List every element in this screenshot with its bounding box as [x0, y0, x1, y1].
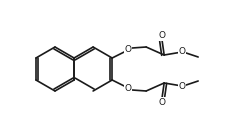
- Text: O: O: [179, 82, 186, 91]
- Text: O: O: [159, 31, 166, 40]
- Text: O: O: [125, 46, 132, 55]
- Text: O: O: [125, 83, 132, 92]
- Text: O: O: [179, 47, 186, 56]
- Text: O: O: [159, 98, 166, 107]
